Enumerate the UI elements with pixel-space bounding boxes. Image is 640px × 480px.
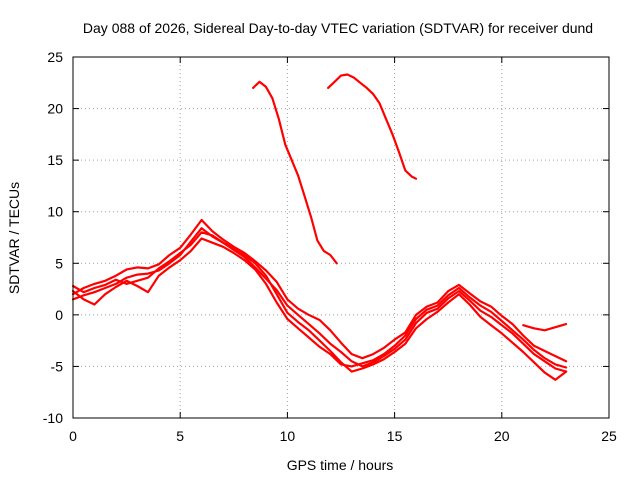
y-tick-label: 0 (55, 307, 63, 323)
series-segment-right-peak (327, 73, 418, 180)
x-tick-label: 15 (387, 428, 403, 444)
y-tick-label: 5 (55, 255, 63, 271)
plot-frame (72, 56, 610, 419)
y-tick-label: 20 (47, 101, 63, 117)
x-tick-label: 5 (176, 428, 184, 444)
axis-ticks: 0 5 10 15 20 25 -10 -5 0 5 10 15 20 25 (43, 49, 617, 444)
x-axis-label: GPS time / hours (287, 457, 394, 473)
y-tick-label: 10 (47, 204, 63, 220)
y-tick-label: 25 (47, 49, 63, 65)
series-group (71, 73, 568, 381)
x-tick-label: 10 (280, 428, 296, 444)
series-segment-tail (522, 323, 568, 332)
y-tick-label: -5 (51, 358, 64, 374)
y-axis-label: SDTVAR / TECUs (6, 182, 22, 294)
series-trace-c (71, 231, 568, 381)
x-tick-label: 0 (69, 428, 77, 444)
series-trace-a (71, 218, 568, 363)
x-tick-label: 20 (494, 428, 510, 444)
grid (73, 57, 609, 418)
chart-title: Day 088 of 2026, Sidereal Day-to-day VTE… (83, 20, 593, 36)
series-trace-d (71, 237, 568, 369)
y-tick-label: -10 (43, 410, 63, 426)
series-trace-b (71, 227, 568, 373)
y-tick-label: 15 (47, 152, 63, 168)
series-segment-left-peak (252, 80, 338, 265)
x-tick-label: 25 (601, 428, 617, 444)
